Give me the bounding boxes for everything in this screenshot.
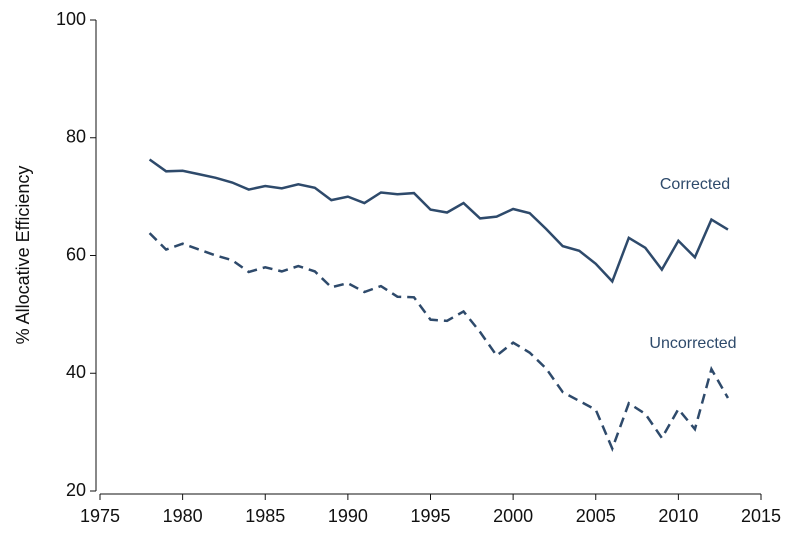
series-label: Uncorrected (649, 335, 736, 352)
y-tick-label: 80 (66, 127, 86, 147)
series-line (148, 232, 730, 453)
x-tick-label: 1985 (245, 506, 285, 526)
x-tick-label: 1975 (80, 506, 120, 526)
x-tick-label: 2015 (741, 506, 781, 526)
x-tick-label: 2000 (493, 506, 533, 526)
series-label: Corrected (660, 176, 730, 193)
x-tick-label: 1980 (163, 506, 203, 526)
y-tick-label: 20 (66, 480, 86, 500)
x-tick-label: 1995 (410, 506, 450, 526)
y-tick-label: 100 (56, 9, 86, 29)
y-tick-label: 60 (66, 244, 86, 264)
y-axis-label: % Allocative Efficiency (13, 166, 33, 345)
x-tick-label: 1990 (328, 506, 368, 526)
y-tick-label: 40 (66, 362, 86, 382)
x-tick-label: 2010 (658, 506, 698, 526)
series-line (148, 158, 729, 284)
x-tick-label: 2005 (576, 506, 616, 526)
